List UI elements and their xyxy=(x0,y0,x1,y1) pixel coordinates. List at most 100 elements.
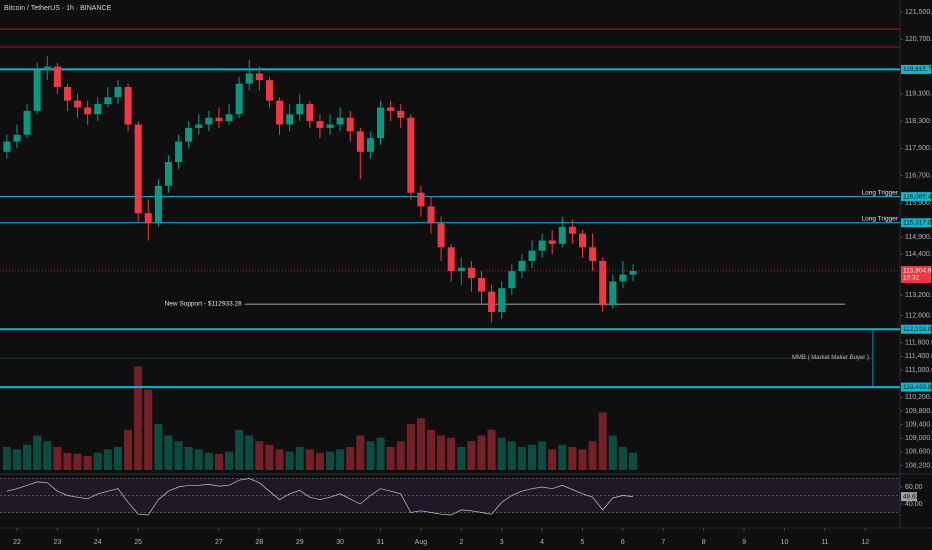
x-tick-label: 22 xyxy=(13,539,21,546)
candle-body xyxy=(427,206,435,224)
y-tick-label: 109,000.00 xyxy=(905,435,932,442)
volume-bar xyxy=(336,449,345,470)
x-tick-label: 2 xyxy=(459,539,463,546)
volume-bar xyxy=(517,447,526,470)
candle-body xyxy=(185,127,193,142)
x-tick-label: 3 xyxy=(500,539,504,546)
x-tick-label: 5 xyxy=(581,539,585,546)
level-tag-label: 119,815.72 xyxy=(903,66,932,73)
volume-bar xyxy=(124,429,133,470)
candle-body xyxy=(286,114,294,125)
x-tick-label: 4 xyxy=(540,539,544,546)
candle-body xyxy=(467,267,475,278)
volume-bar xyxy=(568,447,577,470)
candle-body xyxy=(175,141,183,163)
candle-body xyxy=(356,131,364,152)
candle-body xyxy=(195,124,203,128)
volume-bar xyxy=(174,441,183,470)
candle-body xyxy=(276,100,284,125)
level-note: Long Trigger xyxy=(862,216,899,223)
x-tick-label: 30 xyxy=(336,539,344,546)
volume-bar xyxy=(447,437,456,470)
x-tick-label: 9 xyxy=(742,539,746,546)
x-tick-label: 27 xyxy=(215,539,223,546)
y-tick-label: 111,000.00 xyxy=(905,367,932,374)
level-tag-label: 110,499.90 xyxy=(903,384,932,391)
y-tick-label: 120,700.00 xyxy=(905,36,932,43)
volume-bar xyxy=(164,435,173,470)
candle-body xyxy=(609,281,617,306)
candle-body xyxy=(478,277,486,292)
volume-bar xyxy=(538,441,547,470)
volume-bar xyxy=(295,447,304,470)
candle-body xyxy=(326,124,334,128)
rsi-tag xyxy=(901,492,917,502)
candle-body xyxy=(94,104,102,115)
y-tick-label: 108,600.00 xyxy=(905,449,932,456)
current-price-label: 113,904.98 xyxy=(903,268,932,275)
x-tick-label: 8 xyxy=(702,539,706,546)
volume-bar xyxy=(528,444,537,470)
volume-bar xyxy=(134,366,143,470)
volume-bar xyxy=(315,452,324,470)
candle-body xyxy=(74,100,82,108)
y-tick-label: 116,700.00 xyxy=(905,173,932,180)
volume-bar xyxy=(194,449,203,470)
volume-bar xyxy=(507,441,516,470)
volume-bar xyxy=(225,451,234,470)
volume-bar xyxy=(598,412,607,470)
y-tick-label: 112,600.00 xyxy=(905,312,932,319)
volume-bar xyxy=(2,447,11,470)
volume-bar xyxy=(588,441,597,470)
level-tag xyxy=(901,64,931,74)
volume-bar xyxy=(578,449,587,470)
candle-body xyxy=(215,117,223,122)
volume-bar xyxy=(386,447,395,470)
y-tick-label: 108,200.00 xyxy=(905,462,932,469)
volume-bar xyxy=(396,441,405,470)
candle-body xyxy=(154,185,162,224)
y-tick-label: 117,500.00 xyxy=(905,145,932,152)
volume-bar xyxy=(487,429,496,470)
x-tick-label: 6 xyxy=(621,539,625,546)
volume-bar xyxy=(255,441,264,470)
candle-body xyxy=(599,260,607,306)
candle-body xyxy=(498,288,506,313)
volume-bar xyxy=(305,449,314,470)
volume-bar xyxy=(214,453,223,470)
candle-body xyxy=(457,267,465,272)
volume-bar xyxy=(477,435,486,470)
volume-bar xyxy=(467,441,476,470)
x-tick-label: 10 xyxy=(781,539,789,546)
volume-bar xyxy=(548,449,557,470)
candle-body xyxy=(43,66,51,70)
candle-body xyxy=(296,104,304,115)
rsi-tag-label: 48.63 xyxy=(903,493,920,500)
candle-body xyxy=(528,250,536,261)
support-label: New Support - $112933.28 xyxy=(165,300,243,307)
volume-bar xyxy=(376,437,385,470)
volume-bar xyxy=(608,435,617,470)
candle-body xyxy=(114,87,122,98)
volume-bar xyxy=(285,451,294,470)
candle-body xyxy=(377,107,385,139)
candle-body xyxy=(538,240,546,251)
volume-bar xyxy=(103,449,112,470)
volume-bar xyxy=(83,456,92,470)
level-tag xyxy=(901,192,931,202)
volume-bar xyxy=(63,452,72,470)
volume-bar xyxy=(184,447,193,470)
volume-bar xyxy=(33,435,42,470)
level-note: Long Trigger xyxy=(862,189,899,196)
candle-body xyxy=(306,104,314,122)
candle-body xyxy=(548,240,556,244)
y-tick-label: 118,300.00 xyxy=(905,118,932,125)
x-tick-label: 24 xyxy=(94,539,102,546)
candle-body xyxy=(104,97,112,105)
candle-body xyxy=(13,134,21,142)
volume-bar xyxy=(154,424,163,470)
volume-bar xyxy=(12,449,21,470)
level-tag-label: 116,085.43 xyxy=(903,193,932,200)
candle-body xyxy=(629,270,637,275)
candle-body xyxy=(407,117,415,193)
